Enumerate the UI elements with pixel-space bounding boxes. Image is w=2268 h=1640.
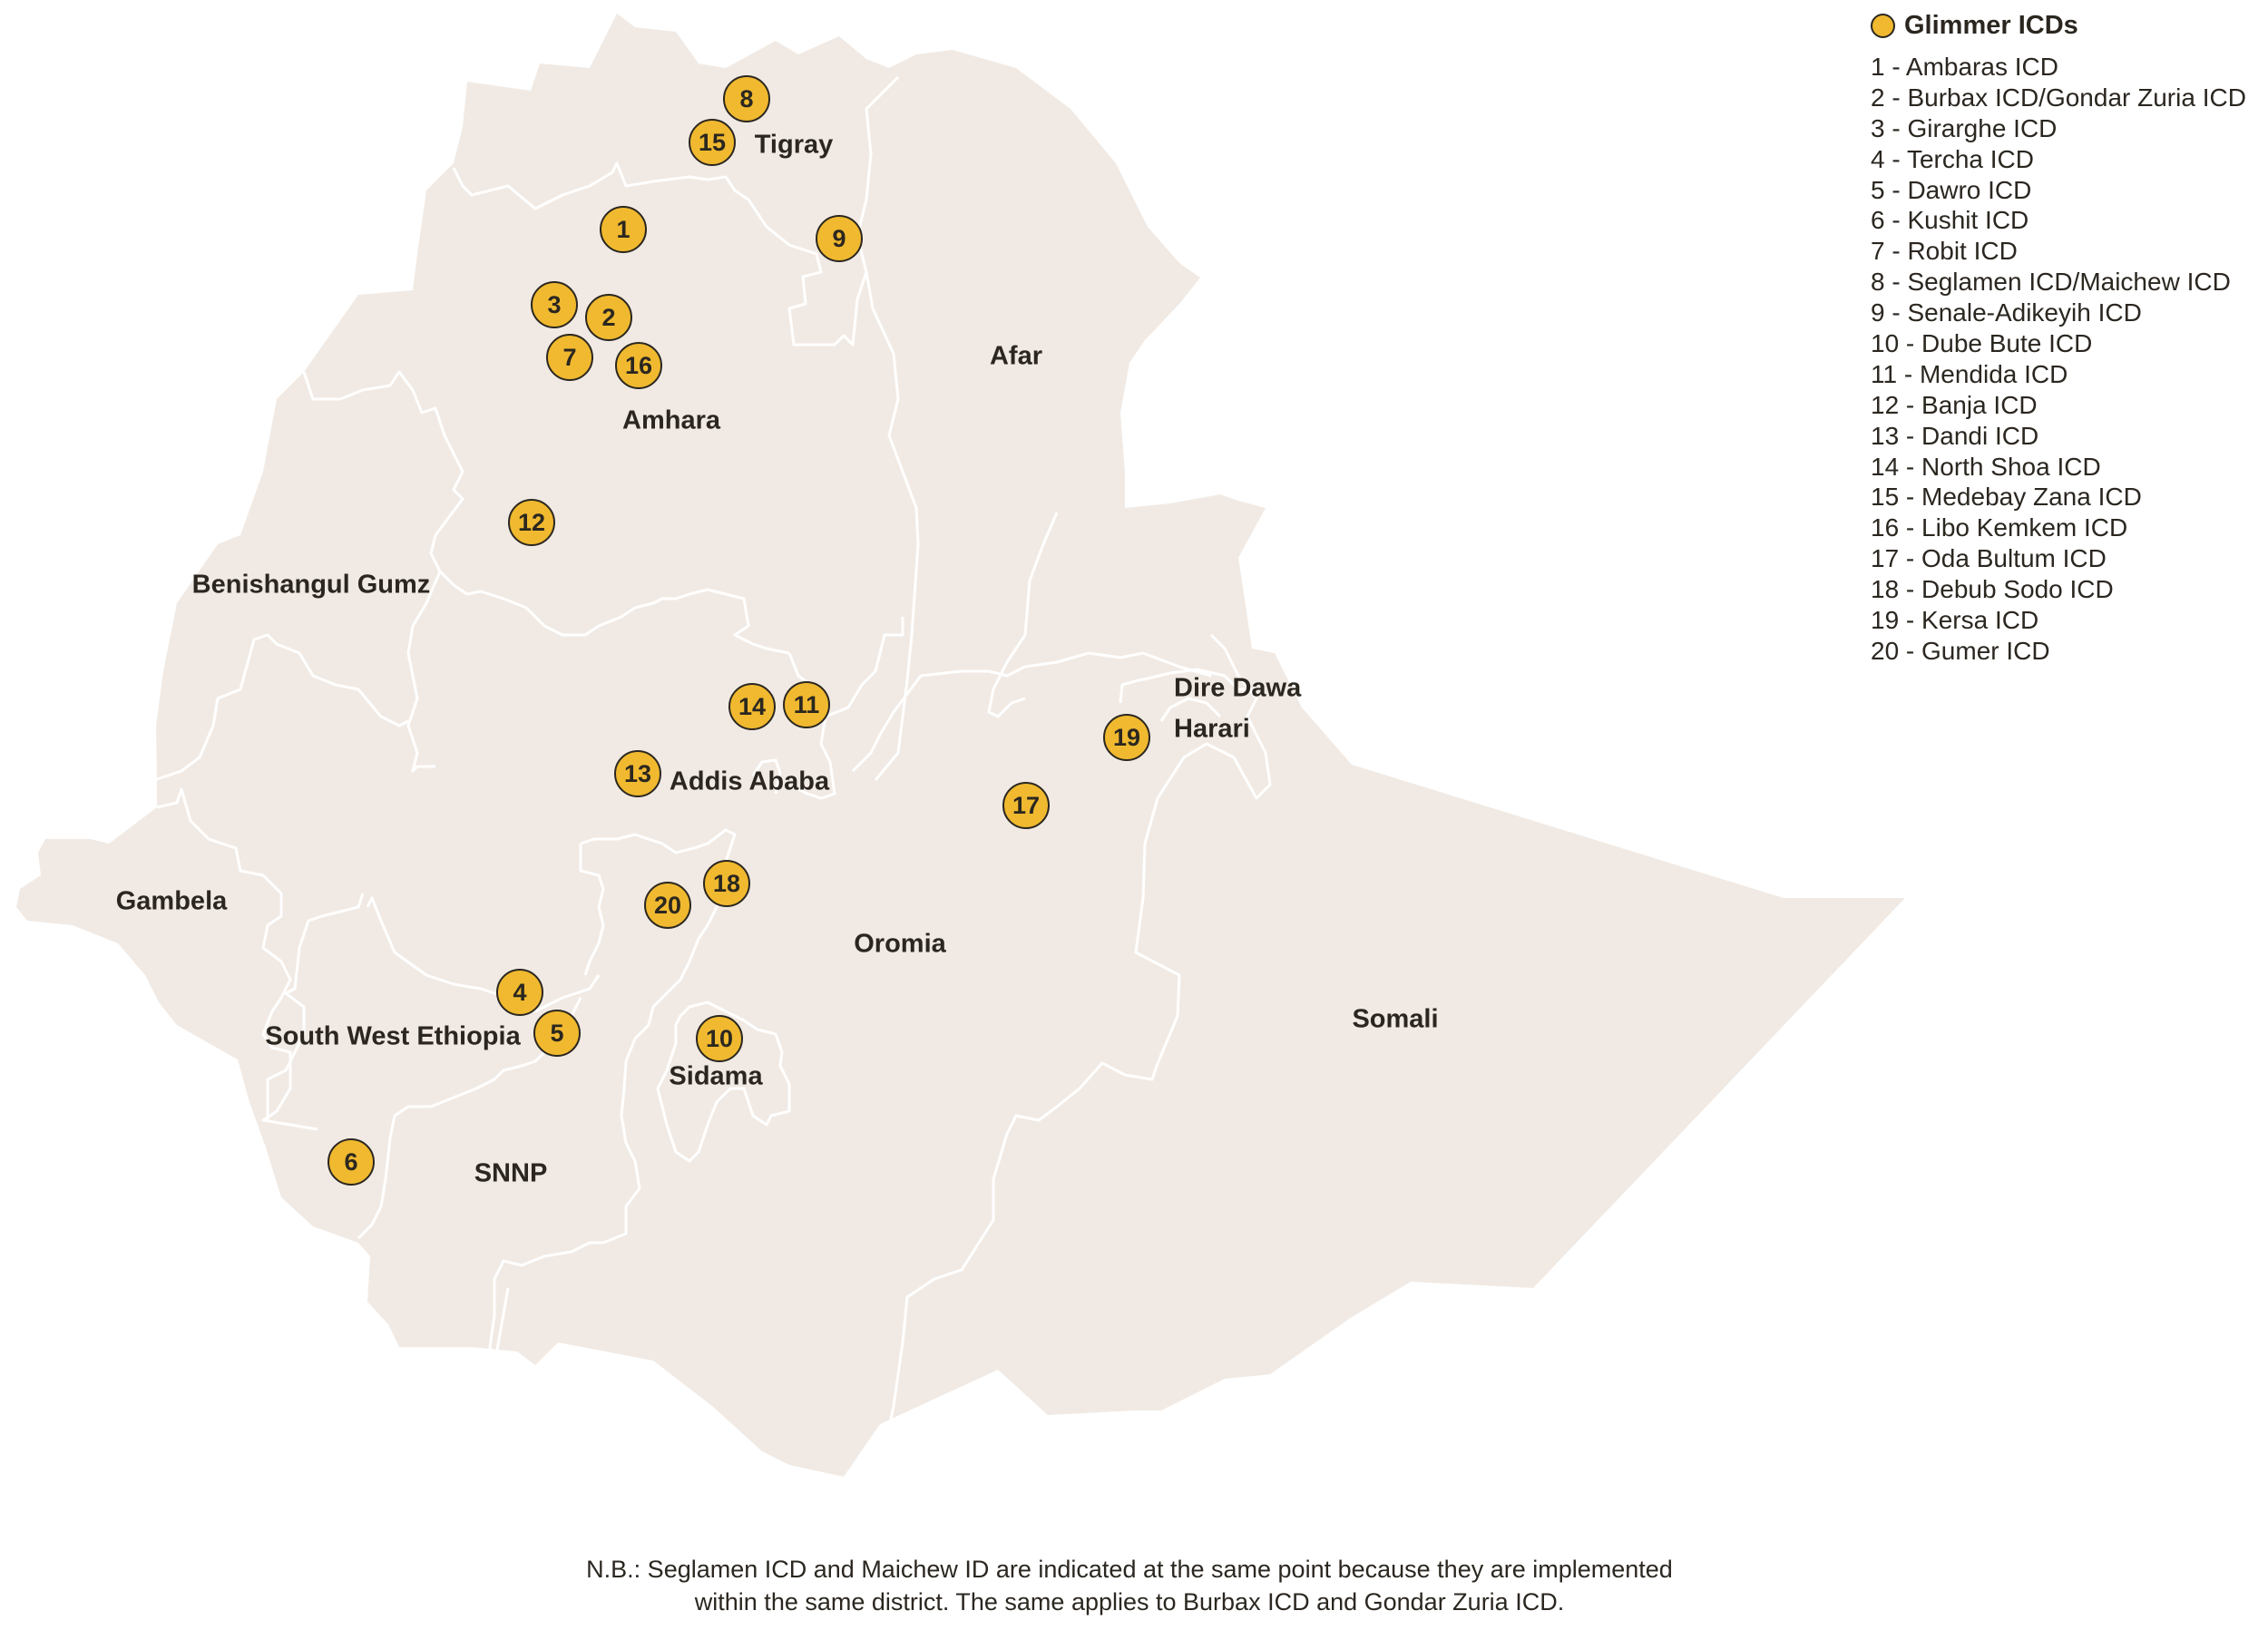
legend-item: 13 - Dandi ICD (1871, 421, 2039, 450)
legend-item: 9 - Senale-Adikeyih ICD (1871, 298, 2142, 327)
country-outline (16, 14, 1905, 1477)
icd-marker-1[interactable]: 1 (600, 206, 647, 253)
footnote: N.B.: Seglamen ICD and Maichew ID are in… (0, 1553, 2268, 1618)
icd-marker-14[interactable]: 14 (728, 683, 776, 730)
region-label-gambela: Gambela (115, 886, 228, 916)
region-label-benishangul-gumz: Benishangul Gumz (191, 570, 431, 600)
region-label-snnp: SNNP (474, 1158, 548, 1188)
icd-marker-12[interactable]: 12 (508, 499, 555, 546)
icd-marker-19[interactable]: 19 (1103, 714, 1150, 761)
icd-marker-7[interactable]: 7 (546, 334, 593, 381)
region-label-oromia: Oromia (854, 929, 946, 959)
legend-list: 1 - Ambaras ICD 2 - Burbax ICD/Gondar Zu… (1871, 52, 2246, 667)
legend-item: 5 - Dawro ICD (1871, 175, 2032, 204)
icd-marker-5[interactable]: 5 (533, 1010, 581, 1057)
footnote-line-1: N.B.: Seglamen ICD and Maichew ID are in… (586, 1556, 1673, 1583)
icd-marker-16[interactable]: 16 (615, 342, 662, 389)
legend-item: 2 - Burbax ICD/Gondar Zuria ICD (1871, 83, 2246, 112)
region-label-harari: Harari (1174, 714, 1250, 744)
icd-marker-20[interactable]: 20 (644, 882, 691, 929)
icd-marker-9[interactable]: 9 (816, 215, 863, 262)
region-boundaries (153, 75, 1272, 1489)
icd-marker-17[interactable]: 17 (1002, 782, 1050, 829)
icd-marker-18[interactable]: 18 (703, 860, 750, 907)
region-label-tigray: Tigray (754, 130, 834, 160)
icd-marker-15[interactable]: 15 (689, 119, 736, 166)
legend-item: 1 - Ambaras ICD (1871, 53, 2058, 81)
legend-header: Glimmer ICDs (1871, 7, 2246, 44)
legend-item: 20 - Gumer ICD (1871, 636, 2050, 665)
legend-item: 6 - Kushit ICD (1871, 206, 2029, 235)
icd-marker-10[interactable]: 10 (696, 1015, 743, 1062)
legend-item: 12 - Banja ICD (1871, 390, 2038, 419)
legend-item: 4 - Tercha ICD (1871, 144, 2034, 173)
legend-item: 14 - North Shoa ICD (1871, 452, 2101, 481)
legend-title: Glimmer ICDs (1904, 10, 2078, 40)
region-label-addis-ababa: Addis Ababa (669, 766, 830, 796)
legend-item: 16 - Libo Kemkem ICD (1871, 513, 2128, 542)
legend-item: 18 - Debub Sodo ICD (1871, 575, 2114, 604)
circle-marker-icon (1871, 13, 1895, 38)
footnote-line-2: within the same district. The same appli… (694, 1588, 1565, 1616)
icd-marker-11[interactable]: 11 (783, 681, 830, 728)
legend-item: 3 - Girarghe ICD (1871, 113, 2058, 142)
map-legend: Glimmer ICDs 1 - Ambaras ICD 2 - Burbax … (1871, 7, 2246, 667)
icd-marker-3[interactable]: 3 (531, 281, 578, 328)
region-label-amhara: Amhara (622, 405, 720, 435)
region-label-somali: Somali (1352, 1004, 1439, 1034)
legend-item: 10 - Dube Bute ICD (1871, 329, 2093, 358)
icd-marker-13[interactable]: 13 (614, 750, 661, 797)
region-label-sidama: Sidama (669, 1061, 763, 1091)
legend-item: 11 - Mendida ICD (1871, 359, 2068, 388)
icd-marker-2[interactable]: 2 (585, 294, 632, 341)
region-label-afar: Afar (989, 341, 1043, 371)
region-label-dire-dawa: Dire Dawa (1174, 673, 1302, 703)
legend-item: 8 - Seglamen ICD/Maichew ICD (1871, 268, 2231, 297)
icd-marker-4[interactable]: 4 (496, 969, 543, 1016)
legend-item: 17 - Oda Bultum ICD (1871, 544, 2107, 573)
legend-item: 15 - Medebay Zana ICD (1871, 483, 2142, 512)
region-label-south-west-ethiopia: South West Ethiopia (265, 1021, 521, 1051)
icd-marker-6[interactable]: 6 (327, 1138, 375, 1186)
legend-item: 19 - Kersa ICD (1871, 606, 2039, 635)
legend-item: 7 - Robit ICD (1871, 237, 2018, 266)
icd-marker-8[interactable]: 8 (723, 75, 770, 122)
